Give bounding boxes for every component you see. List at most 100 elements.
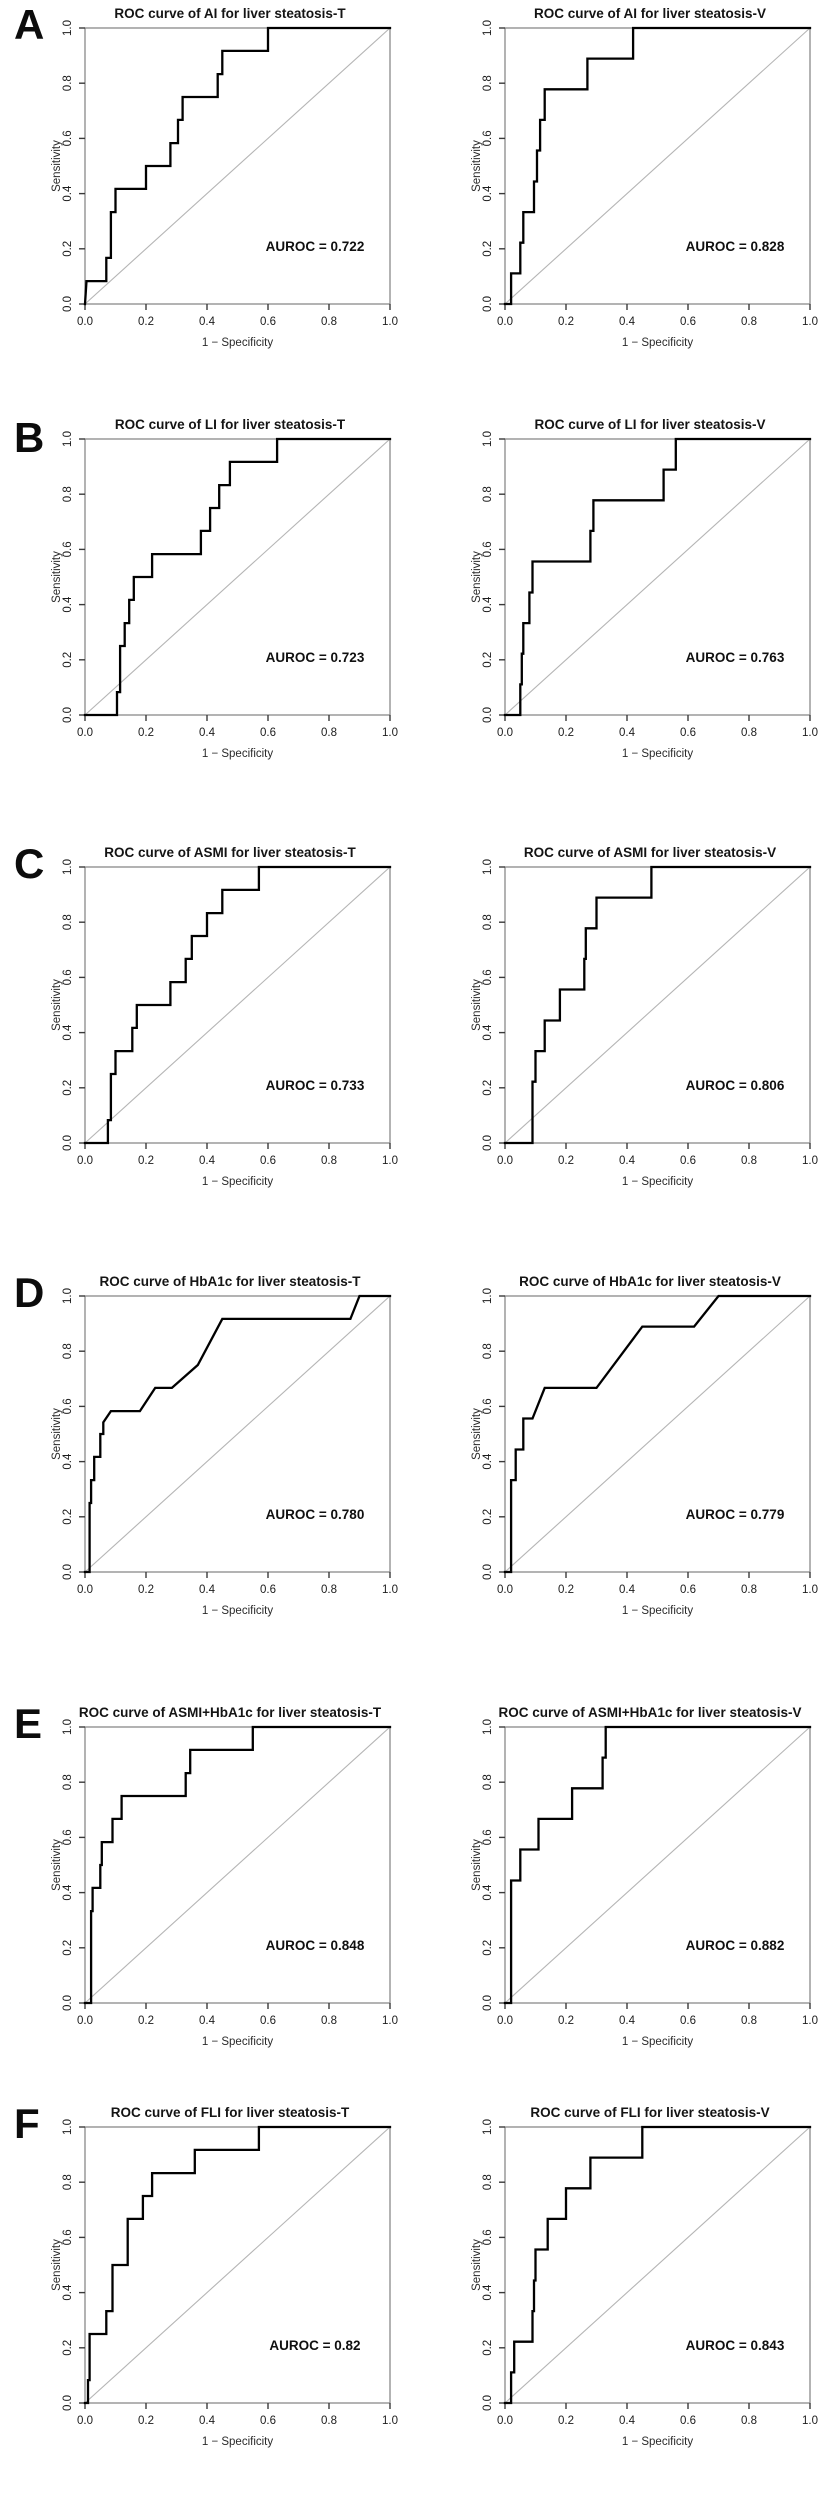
y-tick-label: 0.4	[62, 1884, 74, 1901]
y-axis-label: Sensitivity	[51, 140, 63, 192]
y-tick-label: 1.0	[482, 859, 494, 875]
x-tick-label: 0.2	[558, 316, 574, 328]
figure-row: A 0.0 0.2 0.4 0.6 0.8 1.0 0.0 0.2 0.4 0.6 0.8 1.0 R…	[0, 0, 839, 417]
x-tick-label: 0.6	[680, 1155, 696, 1167]
y-tick-label: 1.0	[482, 2119, 494, 2135]
y-axis-label: Sensitivity	[471, 2239, 483, 2291]
roc-curve-canvas: 0.0 0.2 0.4 0.6 0.8 1.0 0.0 0.2 0.4 0.6 0.8 1.0	[62, 1719, 398, 2027]
x-tick-label: 1.0	[382, 1584, 398, 1596]
x-tick-label: 0.8	[741, 316, 757, 328]
x-tick-label: 0.6	[260, 1155, 276, 1167]
x-axis-label: 1 − Specificity	[201, 1176, 274, 1188]
x-axis-label: 1 − Specificity	[621, 2036, 694, 2048]
roc-plot: 0.0 0.2 0.4 0.6 0.8 1.0 0.0 0.2 0.4 0.6 0.8 1.0 ROC…	[0, 2105, 419, 2485]
y-axis-label: Sensitivity	[51, 1839, 63, 1891]
y-tick-label: 0.6	[62, 541, 74, 557]
y-tick-label: 0.0	[482, 1564, 494, 1580]
y-tick-label: 0.2	[62, 652, 74, 668]
x-tick-label: 0.4	[619, 727, 636, 739]
reference-line	[504, 438, 811, 716]
y-tick-label: 0.4	[62, 1024, 74, 1041]
x-tick-label: 0.8	[741, 1155, 757, 1167]
y-tick-label: 0.6	[62, 969, 74, 985]
reference-line	[84, 438, 391, 716]
auroc-annotation: AUROC = 0.82	[269, 2338, 361, 2353]
x-tick-label: 0.0	[497, 1155, 513, 1167]
x-axis-label: 1 − Specificity	[621, 1176, 694, 1188]
chart-title: ROC curve of ASMI for liver steatosis-V	[523, 845, 777, 860]
y-tick-label: 0.6	[62, 1398, 74, 1414]
x-tick-label: 0.4	[199, 1584, 216, 1596]
reference-line	[84, 1295, 391, 1573]
auroc-annotation: AUROC = 0.779	[685, 1507, 785, 1522]
y-tick-label: 0.2	[62, 241, 74, 257]
chart-title: ROC curve of ASMI+HbA1c for liver steato…	[498, 1705, 802, 1720]
panel-letter: A	[14, 1, 45, 48]
y-tick-label: 0.8	[62, 486, 74, 502]
reference-line	[84, 27, 391, 305]
y-tick-label: 1.0	[62, 431, 74, 447]
x-tick-label: 0.8	[321, 1584, 337, 1596]
plot-box	[504, 1295, 811, 1573]
y-axis-label: Sensitivity	[471, 551, 483, 603]
roc-curve-canvas: 0.0 0.2 0.4 0.6 0.8 1.0 0.0 0.2 0.4 0.6 0.8 1.0	[482, 20, 818, 328]
x-tick-label: 0.2	[138, 2415, 154, 2427]
figure-row: B 0.0 0.2 0.4 0.6 0.8 1.0 0.0 0.2 0.4 0.6 0.8 1.0 R…	[0, 417, 839, 834]
y-axis-label: Sensitivity	[51, 1408, 63, 1460]
x-tick-label: 0.6	[680, 2015, 696, 2027]
y-axis-label: Sensitivity	[471, 140, 483, 192]
x-tick-label: 0.8	[321, 316, 337, 328]
plot-box	[84, 1726, 391, 2004]
y-tick-label: 0.0	[482, 707, 494, 723]
y-tick-label: 0.6	[62, 130, 74, 146]
x-axis-label: 1 − Specificity	[201, 1605, 274, 1617]
y-axis-label: Sensitivity	[471, 979, 483, 1031]
x-tick-label: 1.0	[802, 2415, 818, 2427]
x-axis-label: 1 − Specificity	[621, 748, 694, 760]
y-tick-label: 0.8	[482, 486, 494, 502]
panel-letter: D	[14, 1269, 45, 1316]
x-axis-label: 1 − Specificity	[201, 2036, 274, 2048]
y-tick-label: 1.0	[62, 20, 74, 36]
y-tick-label: 1.0	[482, 431, 494, 447]
x-tick-label: 0.4	[199, 727, 216, 739]
x-tick-label: 0.0	[77, 316, 93, 328]
y-tick-label: 0.0	[62, 296, 74, 312]
x-tick-label: 1.0	[382, 727, 398, 739]
x-tick-label: 0.4	[619, 2415, 636, 2427]
auroc-annotation: AUROC = 0.780	[265, 1507, 365, 1522]
roc-curve-canvas: 0.0 0.2 0.4 0.6 0.8 1.0 0.0 0.2 0.4 0.6 0.8 1.0	[62, 20, 398, 328]
y-tick-label: 0.2	[62, 2340, 74, 2356]
x-tick-label: 0.0	[77, 2415, 93, 2427]
auroc-annotation: AUROC = 0.843	[685, 2338, 785, 2353]
x-tick-label: 0.2	[558, 727, 574, 739]
x-tick-label: 0.2	[558, 2415, 574, 2427]
chart-title: ROC curve of FLI for liver steatosis-V	[530, 2105, 770, 2120]
reference-line	[504, 1295, 811, 1573]
roc-plot: 0.0 0.2 0.4 0.6 0.8 1.0 0.0 0.2 0.4 0.6 0.8 1.0 ROC…	[420, 1274, 839, 1654]
reference-line	[504, 27, 811, 305]
roc-curve-path	[83, 437, 392, 717]
x-tick-label: 0.6	[260, 1584, 276, 1596]
chart-title: ROC curve of AI for liver steatosis-T	[114, 6, 346, 21]
y-tick-label: 0.6	[62, 1829, 74, 1845]
y-tick-label: 1.0	[62, 1288, 74, 1304]
x-tick-label: 0.8	[321, 2415, 337, 2427]
y-tick-label: 1.0	[62, 2119, 74, 2135]
x-tick-label: 0.0	[497, 1584, 513, 1596]
plot-box	[84, 866, 391, 1144]
y-axis-label: Sensitivity	[51, 2239, 63, 2291]
y-tick-label: 0.2	[482, 1509, 494, 1525]
roc-plot: 0.0 0.2 0.4 0.6 0.8 1.0 0.0 0.2 0.4 0.6 0.8 1.0 ROC…	[0, 1274, 419, 1654]
reference-line	[84, 1726, 391, 2004]
x-tick-label: 0.0	[77, 1584, 93, 1596]
x-tick-label: 0.6	[680, 1584, 696, 1596]
y-tick-label: 0.0	[62, 2395, 74, 2411]
y-tick-label: 0.0	[482, 2395, 494, 2411]
roc-curve-path	[83, 1294, 392, 1574]
y-tick-label: 0.2	[482, 241, 494, 257]
y-tick-label: 1.0	[62, 1719, 74, 1735]
x-tick-label: 0.6	[260, 2015, 276, 2027]
y-tick-label: 0.0	[62, 707, 74, 723]
roc-curve-canvas: 0.0 0.2 0.4 0.6 0.8 1.0 0.0 0.2 0.4 0.6 0.8 1.0	[62, 1288, 398, 1596]
